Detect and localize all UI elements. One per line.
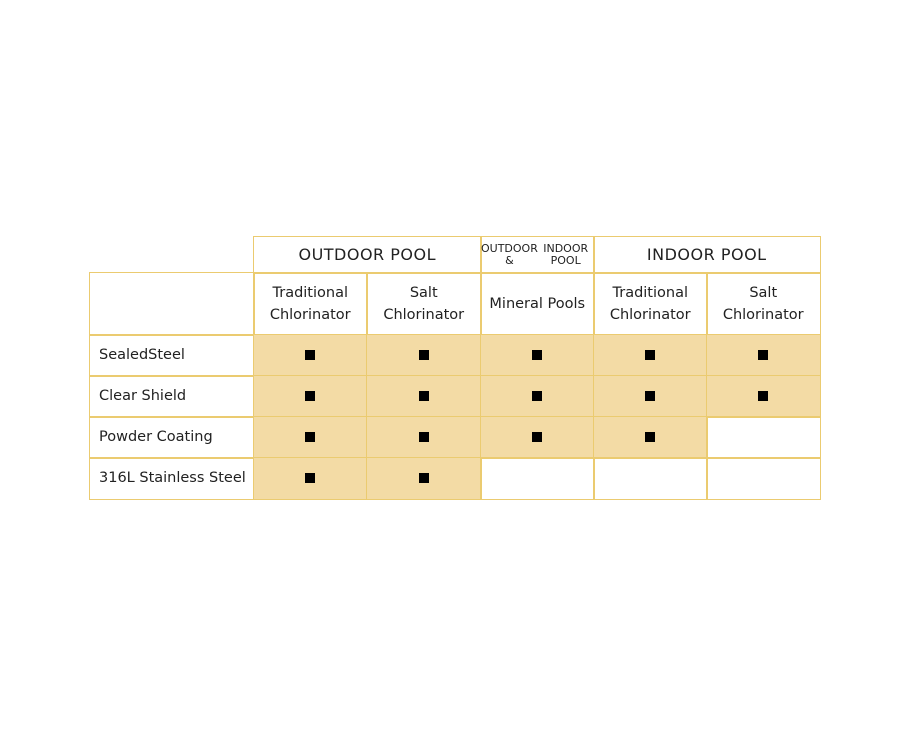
empty-cell: [480, 457, 595, 500]
column-header: Traditional Chlorinator: [593, 272, 708, 336]
corner-cell: [89, 272, 255, 336]
column-header-text: Chlorinator: [269, 306, 351, 323]
square-mark-icon: [418, 432, 429, 443]
square-mark-icon: [645, 391, 656, 402]
column-header-text: Salt: [409, 284, 438, 301]
group-header-text: INDOOR POOL: [543, 241, 589, 267]
column-header-text: Chlorinator: [383, 306, 465, 323]
square-mark-icon: [418, 473, 429, 484]
square-mark-icon: [532, 432, 543, 443]
row-label: Clear Shield: [89, 375, 255, 418]
check-cell: [253, 375, 368, 418]
check-cell: [366, 457, 482, 500]
column-header: Traditional Chlorinator: [253, 272, 368, 336]
square-mark-icon: [305, 432, 316, 443]
square-mark-icon: [758, 350, 769, 361]
check-cell: [593, 334, 708, 377]
row-label: Powder Coating: [89, 416, 255, 459]
column-header: Salt Chlorinator: [366, 272, 482, 336]
empty-cell: [593, 457, 708, 500]
square-mark-icon: [305, 350, 316, 361]
check-cell: [366, 334, 482, 377]
column-header-text: Mineral Pools: [489, 295, 586, 312]
group-header-text: OUTDOOR POOL: [298, 245, 437, 265]
check-cell: [253, 416, 368, 459]
check-cell: [253, 457, 368, 500]
square-mark-icon: [305, 473, 316, 484]
square-mark-icon: [418, 350, 429, 361]
column-header-text: Salt: [749, 284, 778, 301]
group-header: OUTDOOR POOL: [253, 236, 482, 274]
square-mark-icon: [645, 432, 656, 443]
column-header-text: Chlorinator: [722, 306, 804, 323]
square-mark-icon: [645, 350, 656, 361]
check-cell: [706, 334, 821, 377]
empty-cell: [706, 457, 821, 500]
row-label: SealedSteel: [89, 334, 255, 377]
check-cell: [366, 416, 482, 459]
check-cell: [480, 375, 595, 418]
column-header: Salt Chlorinator: [706, 272, 821, 336]
column-header-text: Traditional: [612, 284, 689, 301]
check-cell: [480, 416, 595, 459]
square-mark-icon: [305, 391, 316, 402]
square-mark-icon: [758, 391, 769, 402]
empty-cell: [706, 416, 821, 459]
column-header-text: Traditional: [272, 284, 349, 301]
check-cell: [706, 375, 821, 418]
square-mark-icon: [532, 350, 543, 361]
group-header: OUTDOOR & INDOOR POOL: [480, 236, 595, 274]
column-header-text: Chlorinator: [609, 306, 691, 323]
check-cell: [253, 334, 368, 377]
square-mark-icon: [418, 391, 429, 402]
check-cell: [593, 375, 708, 418]
square-mark-icon: [532, 391, 543, 402]
row-label: 316L Stainless Steel: [89, 457, 255, 500]
group-header-text: INDOOR POOL: [646, 245, 767, 265]
group-header: INDOOR POOL: [593, 236, 821, 274]
group-header-text: OUTDOOR &: [481, 241, 538, 267]
check-cell: [593, 416, 708, 459]
column-header: Mineral Pools: [480, 272, 595, 336]
check-cell: [366, 375, 482, 418]
check-cell: [480, 334, 595, 377]
